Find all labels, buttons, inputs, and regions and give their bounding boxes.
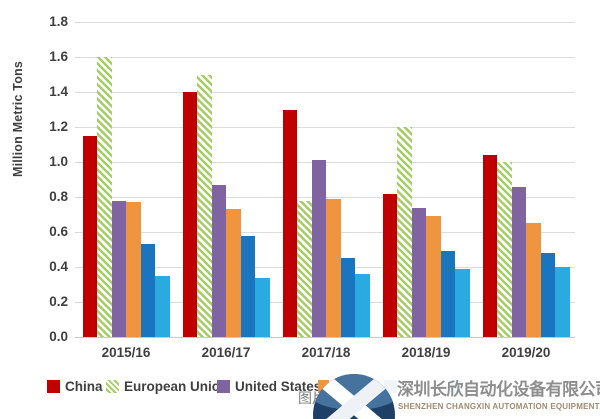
bar-china-2018-19	[382, 193, 397, 337]
bar-series-6-2016-17	[255, 277, 270, 337]
bar-series-5-2017-18	[340, 258, 355, 337]
y-axis-title: Million Metric Tons	[11, 60, 25, 178]
changxin-logo-icon	[313, 374, 395, 419]
gridline	[75, 127, 575, 128]
y-tick-label: 1.0	[49, 154, 68, 169]
legend-swatch-icon	[106, 380, 119, 393]
y-tick-label: 0.8	[49, 189, 68, 204]
gridline	[75, 92, 575, 93]
bar-series-5-2015-16	[140, 244, 155, 337]
bar-series-5-2019-20	[540, 253, 555, 337]
bar-chile-2015-16	[126, 202, 141, 337]
x-tick-label-2016-17: 2016/17	[201, 345, 251, 360]
bar-european-union-2016-17	[197, 74, 212, 337]
bar-china-2015-16	[82, 135, 97, 337]
bar-united-states-2019-20	[511, 186, 526, 337]
bar-united-states-2018-19	[411, 207, 426, 337]
legend-item-china: China	[47, 378, 103, 394]
bar-series-5-2016-17	[240, 235, 255, 337]
y-tick-label: 1.2	[49, 119, 68, 134]
gridline	[75, 57, 575, 58]
bar-series-6-2018-19	[455, 268, 470, 337]
bar-series-6-2019-20	[555, 267, 570, 337]
y-tick-label: 0.2	[49, 294, 68, 309]
bar-united-states-2017-18	[311, 160, 326, 337]
bar-series-6-2017-18	[355, 274, 370, 337]
watermark-company-name-en: SHENZHEN CHANGXIN AUTOMATION EQUIPMENT C…	[398, 402, 600, 411]
x-tick-label-2019-20: 2019/20	[501, 345, 551, 360]
bar-chile-2016-17	[226, 209, 241, 337]
legend-item-european-union: European Union	[106, 378, 229, 394]
bar-chile-2017-18	[326, 198, 341, 337]
bar-united-states-2015-16	[111, 200, 126, 337]
y-tick-label: 0.0	[49, 329, 68, 344]
bar-united-states-2016-17	[211, 184, 226, 337]
y-tick-label: 1.4	[49, 84, 68, 99]
bar-chile-2018-19	[426, 216, 441, 337]
watermark-company-name-cn: 深圳长欣自动化设备有限公司	[397, 380, 600, 399]
legend-swatch-icon	[47, 380, 60, 393]
legend-label: European Union	[124, 379, 229, 394]
legend-swatch-icon	[217, 380, 230, 393]
bar-china-2019-20	[482, 155, 497, 337]
bar-chile-2019-20	[526, 223, 541, 337]
bar-european-union-2015-16	[97, 57, 112, 337]
gridline	[75, 337, 575, 338]
x-tick-label-2018-19: 2018/19	[401, 345, 451, 360]
gridline	[75, 22, 575, 23]
y-tick-label: 1.8	[49, 14, 68, 29]
legend-item-united-states: United States	[217, 378, 322, 394]
bar-china-2017-18	[282, 109, 297, 337]
legend-label: China	[65, 379, 103, 394]
bar-european-union-2019-20	[497, 162, 512, 337]
y-tick-label: 0.6	[49, 224, 68, 239]
legend-label: United States	[235, 379, 322, 394]
x-tick-label-2015-16: 2015/16	[101, 345, 151, 360]
y-tick-label: 0.4	[49, 259, 68, 274]
y-tick-label: 1.6	[49, 49, 68, 64]
bar-european-union-2017-18	[297, 200, 312, 337]
x-tick-label-2017-18: 2017/18	[301, 345, 351, 360]
bar-series-5-2018-19	[440, 251, 455, 337]
bar-european-union-2018-19	[397, 127, 412, 337]
bar-china-2016-17	[182, 92, 197, 337]
bar-series-6-2015-16	[155, 275, 170, 337]
